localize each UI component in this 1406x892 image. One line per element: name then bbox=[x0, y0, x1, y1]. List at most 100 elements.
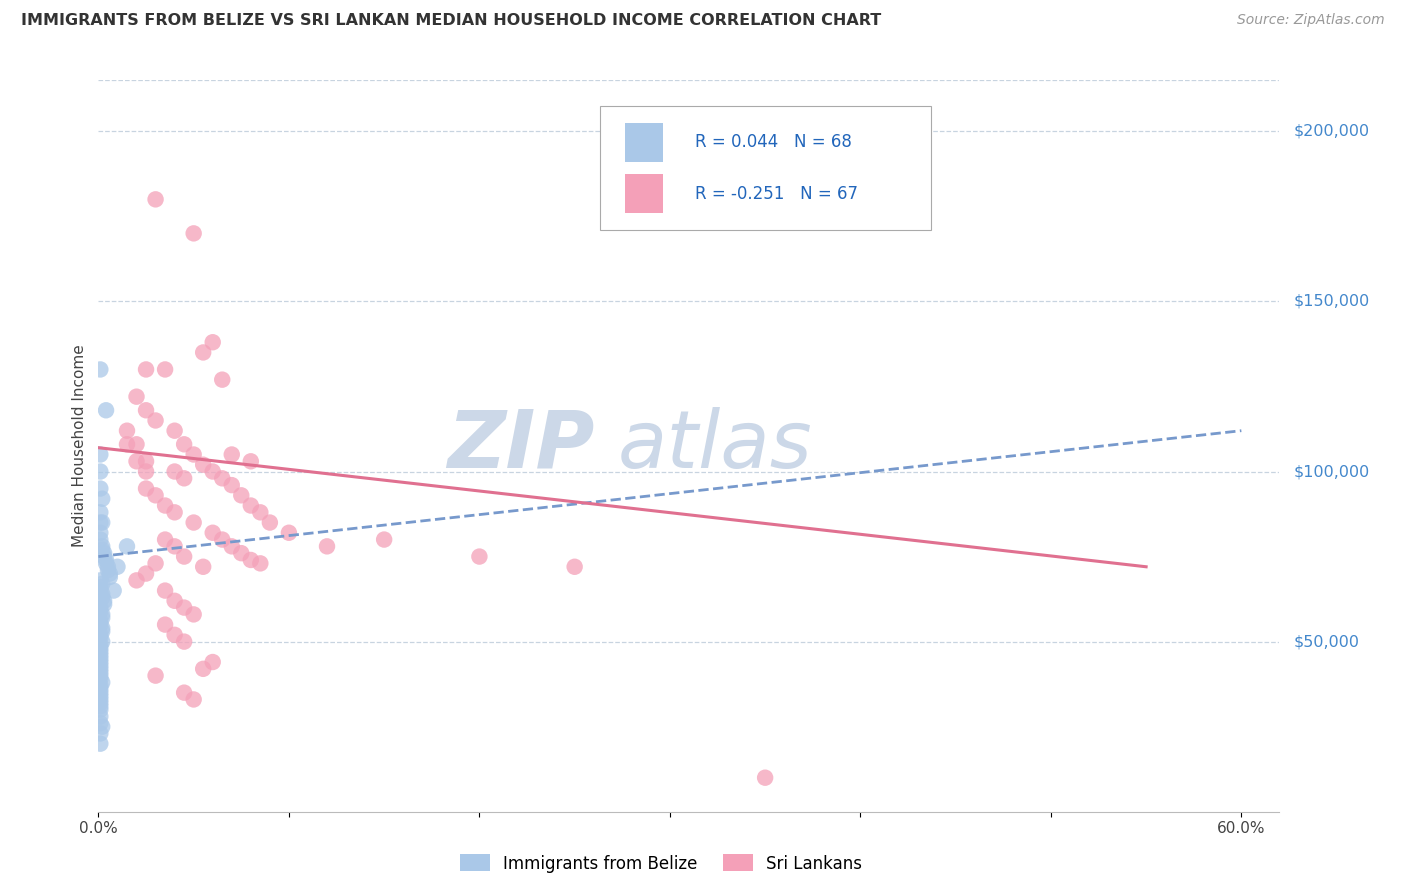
Point bbox=[89, 604, 111, 618]
Point bbox=[211, 471, 233, 485]
Point bbox=[89, 465, 111, 479]
Point bbox=[89, 641, 111, 656]
Point bbox=[125, 574, 148, 588]
Point bbox=[135, 454, 157, 468]
Point bbox=[89, 648, 111, 663]
Point bbox=[211, 373, 233, 387]
Point bbox=[183, 227, 205, 241]
Point bbox=[89, 668, 111, 682]
Point bbox=[91, 634, 114, 648]
Point bbox=[183, 448, 205, 462]
Point bbox=[91, 576, 114, 591]
Point bbox=[91, 491, 114, 506]
Point bbox=[89, 658, 111, 673]
Point bbox=[193, 458, 215, 472]
Point bbox=[239, 499, 262, 513]
Point bbox=[89, 638, 111, 652]
Point bbox=[193, 345, 215, 359]
Point bbox=[91, 591, 114, 605]
Text: R = 0.044   N = 68: R = 0.044 N = 68 bbox=[695, 134, 852, 152]
Point bbox=[153, 362, 176, 376]
Point bbox=[145, 413, 167, 427]
Point bbox=[89, 737, 111, 751]
Point bbox=[115, 424, 138, 438]
Point bbox=[89, 614, 111, 628]
Point bbox=[125, 437, 148, 451]
Point bbox=[89, 482, 111, 496]
Point bbox=[89, 651, 111, 665]
Point bbox=[754, 771, 776, 785]
Point bbox=[97, 559, 120, 574]
Point bbox=[153, 583, 176, 598]
Point bbox=[145, 488, 167, 502]
Point bbox=[277, 525, 299, 540]
Point bbox=[468, 549, 491, 564]
Point bbox=[221, 540, 243, 554]
Point bbox=[201, 335, 224, 350]
Text: $50,000: $50,000 bbox=[1294, 634, 1360, 649]
Point bbox=[91, 516, 114, 530]
Point bbox=[231, 546, 253, 560]
Point bbox=[259, 516, 281, 530]
Point bbox=[239, 553, 262, 567]
Point bbox=[201, 655, 224, 669]
Point bbox=[89, 533, 111, 547]
Point bbox=[163, 540, 186, 554]
Point bbox=[231, 488, 253, 502]
Point bbox=[89, 631, 111, 645]
Point bbox=[98, 566, 121, 581]
Point bbox=[163, 628, 186, 642]
Point bbox=[221, 448, 243, 462]
Point bbox=[97, 563, 120, 577]
Point bbox=[94, 557, 117, 571]
Point bbox=[94, 553, 117, 567]
Point bbox=[163, 505, 186, 519]
Point bbox=[98, 570, 121, 584]
Text: $150,000: $150,000 bbox=[1294, 293, 1369, 309]
Point bbox=[201, 465, 224, 479]
Point bbox=[163, 594, 186, 608]
Point bbox=[125, 390, 148, 404]
Point bbox=[221, 478, 243, 492]
Text: $200,000: $200,000 bbox=[1294, 124, 1369, 139]
Point bbox=[89, 583, 111, 598]
Point bbox=[183, 516, 205, 530]
Point bbox=[135, 465, 157, 479]
Text: $100,000: $100,000 bbox=[1294, 464, 1369, 479]
Point bbox=[173, 600, 195, 615]
Point bbox=[89, 525, 111, 540]
Y-axis label: Median Household Income: Median Household Income bbox=[72, 344, 87, 548]
Point bbox=[103, 583, 125, 598]
Point bbox=[89, 448, 111, 462]
Text: ZIP: ZIP bbox=[447, 407, 595, 485]
Point bbox=[193, 559, 215, 574]
Point bbox=[91, 720, 114, 734]
Point bbox=[135, 482, 157, 496]
Point bbox=[91, 542, 114, 557]
Point bbox=[193, 662, 215, 676]
Point bbox=[153, 499, 176, 513]
Point bbox=[153, 533, 176, 547]
Point bbox=[89, 665, 111, 680]
Point bbox=[91, 621, 114, 635]
Point bbox=[89, 505, 111, 519]
Point bbox=[173, 437, 195, 451]
Point bbox=[89, 655, 111, 669]
Point bbox=[135, 566, 157, 581]
Point bbox=[89, 580, 111, 594]
Point bbox=[93, 546, 115, 560]
Text: atlas: atlas bbox=[619, 407, 813, 485]
Point bbox=[93, 597, 115, 611]
FancyBboxPatch shape bbox=[626, 123, 664, 162]
Point bbox=[173, 471, 195, 485]
Point bbox=[115, 437, 138, 451]
Point bbox=[91, 611, 114, 625]
Point bbox=[107, 559, 129, 574]
Point bbox=[201, 525, 224, 540]
Legend: Immigrants from Belize, Sri Lankans: Immigrants from Belize, Sri Lankans bbox=[453, 847, 869, 880]
Point bbox=[89, 516, 111, 530]
Point bbox=[145, 557, 167, 571]
Point bbox=[89, 696, 111, 710]
Point bbox=[89, 645, 111, 659]
Point bbox=[173, 549, 195, 564]
